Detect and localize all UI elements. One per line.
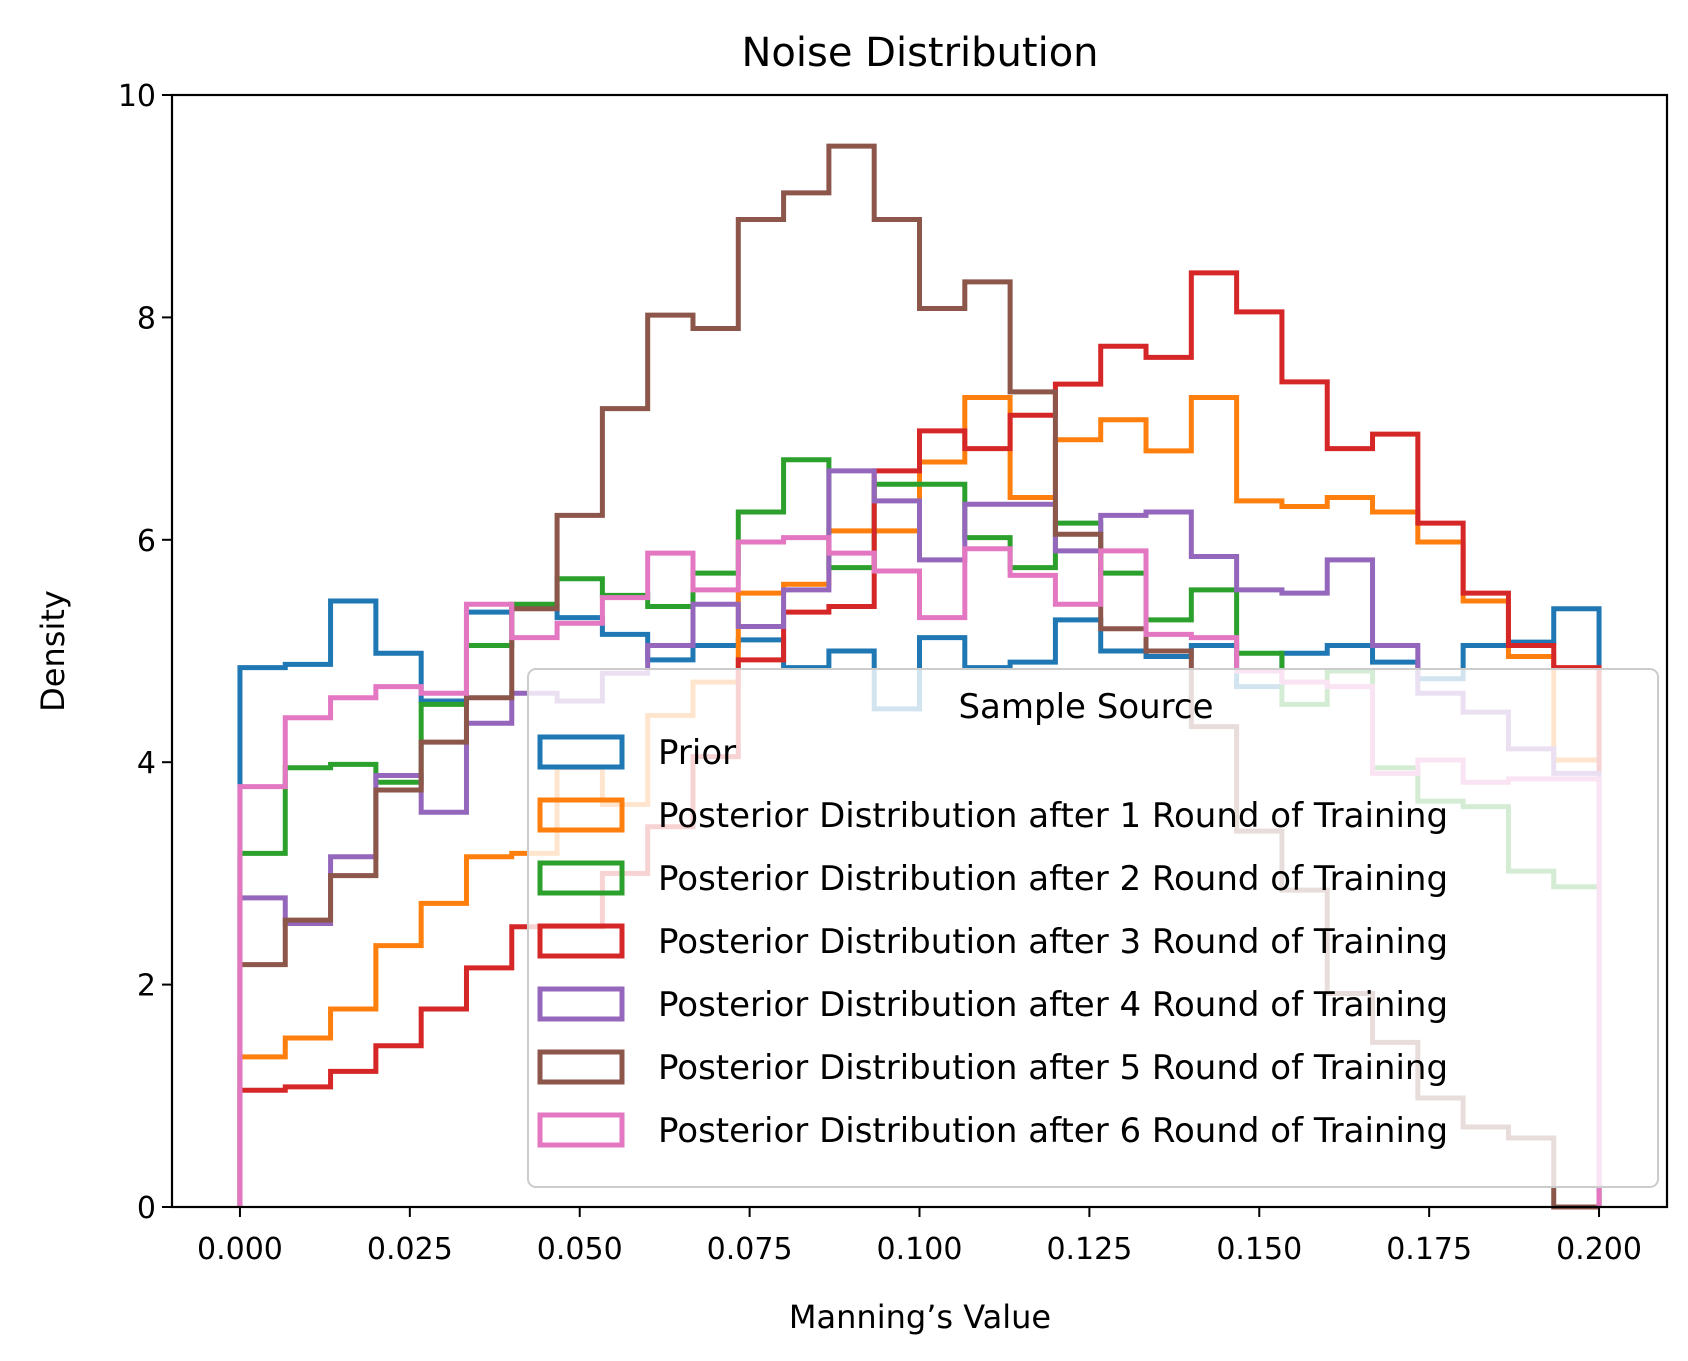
x-tick-label: 0.000	[197, 1232, 283, 1267]
legend-label: Posterior Distribution after 5 Round of …	[658, 1048, 1448, 1088]
x-axis: 0.000 0.025 0.050 0.075 0.100 0.125 0.150 0.175…	[197, 1207, 1642, 1267]
y-tick-label: 4	[137, 746, 156, 781]
legend-box	[527, 668, 1659, 1188]
legend: Sample Source Prior Posterior Distributio…	[527, 668, 1659, 1188]
legend-label: Posterior Distribution after 1 Round of …	[658, 796, 1448, 836]
legend-swatch	[537, 734, 625, 770]
y-axis: 0 2 4 6 8 10	[118, 79, 172, 1226]
x-tick-label: 0.125	[1046, 1232, 1132, 1267]
y-tick-label: 2	[137, 969, 156, 1004]
y-tick-label: 10	[118, 79, 156, 114]
legend-label: Posterior Distribution after 3 Round of …	[658, 922, 1448, 962]
series-3-histogram	[237, 270, 1602, 1207]
legend-label: Prior	[658, 733, 736, 773]
x-tick-label: 0.050	[537, 1232, 623, 1267]
legend-swatch	[537, 860, 625, 896]
chart-title: Noise Distribution	[741, 30, 1098, 76]
x-axis-label: Manning’s Value	[789, 1298, 1051, 1336]
series-4-histogram	[237, 468, 1602, 1207]
legend-label: Posterior Distribution after 6 Round of …	[658, 1111, 1448, 1151]
x-tick-label: 0.025	[367, 1232, 453, 1267]
legend-swatch	[537, 1112, 625, 1148]
legend-title: Sample Source	[958, 687, 1213, 727]
x-tick-label: 0.075	[707, 1232, 793, 1267]
legend-label: Posterior Distribution after 4 Round of …	[658, 985, 1448, 1025]
x-tick-label: 0.100	[877, 1232, 963, 1267]
legend-swatch	[537, 1049, 625, 1085]
legend-entries: Prior Posterior Distribution after 1 Roun…	[537, 733, 1448, 1151]
y-tick-label: 6	[137, 524, 156, 559]
y-tick-label: 0	[137, 1191, 156, 1226]
y-tick-label: 8	[137, 301, 156, 336]
legend-swatch	[537, 797, 625, 833]
x-tick-label: 0.175	[1386, 1232, 1472, 1267]
x-tick-label: 0.200	[1556, 1232, 1642, 1267]
legend-label: Posterior Distribution after 2 Round of …	[658, 859, 1448, 899]
legend-swatch	[537, 923, 625, 959]
y-axis-label: Density	[34, 590, 72, 712]
legend-swatch	[537, 986, 625, 1022]
x-tick-label: 0.150	[1216, 1232, 1302, 1267]
